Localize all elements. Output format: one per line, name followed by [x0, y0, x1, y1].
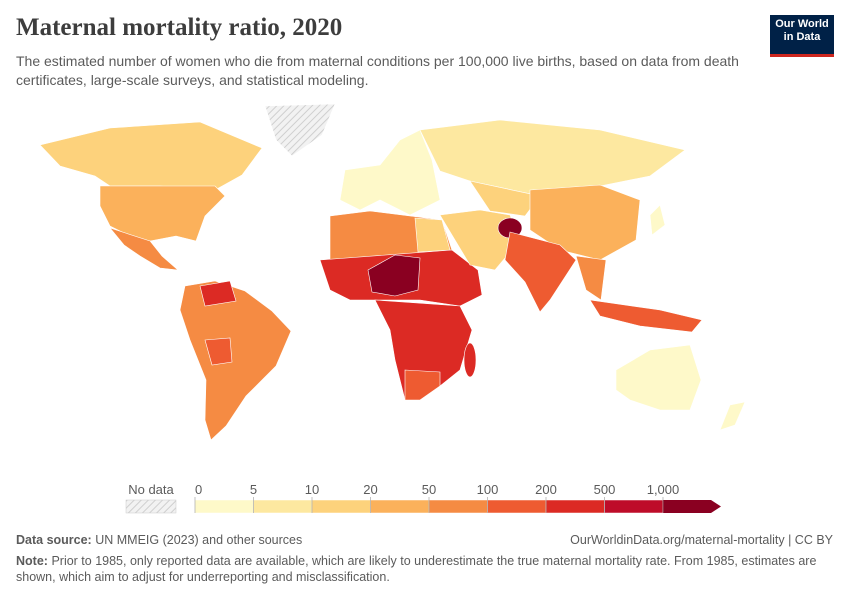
legend-swatch — [194, 499, 254, 514]
chad-niger[interactable] — [367, 254, 421, 297]
legend-swatch — [487, 499, 547, 514]
legend-swatch — [370, 499, 430, 514]
legend-tick-label: 20 — [363, 482, 377, 497]
url[interactable]: OurWorldinData.org/maternal-mortality | … — [570, 533, 833, 547]
legend-tick-label: 10 — [305, 482, 319, 497]
legend-tick-label: 100 — [477, 482, 499, 497]
legend-tick-label: 1,000 — [647, 482, 680, 497]
legend-swatch — [663, 500, 721, 513]
legend-tick-label: 0 — [195, 482, 202, 497]
new-zealand[interactable] — [719, 401, 746, 431]
note-text: Prior to 1985, only reported data are av… — [16, 554, 817, 584]
canada[interactable] — [39, 121, 263, 191]
source: Data source: UN MMEIG (2023) and other s… — [16, 532, 302, 548]
logo-line: in Data — [783, 31, 821, 43]
legend-swatch — [311, 499, 371, 514]
russia[interactable] — [419, 119, 686, 197]
bolivia[interactable] — [204, 337, 233, 366]
central-asia[interactable] — [469, 180, 541, 217]
south-america[interactable] — [179, 280, 292, 441]
logo[interactable]: Our World in Data — [770, 15, 834, 57]
legend-tick-label: 500 — [594, 482, 616, 497]
logo-line: Our World — [775, 18, 829, 30]
note-label: Note: — [16, 554, 48, 568]
south-africa[interactable] — [404, 369, 441, 401]
indonesia[interactable] — [589, 299, 703, 333]
title: Maternal mortality ratio, 2020 — [16, 14, 343, 41]
no-data-label: No data — [128, 482, 174, 497]
legend-tick-label: 5 — [250, 482, 257, 497]
note: Note: Prior to 1985, only reported data … — [16, 553, 836, 585]
madagascar[interactable] — [463, 342, 477, 378]
australia[interactable] — [615, 344, 702, 411]
legend-swatch — [253, 499, 313, 514]
usa[interactable] — [99, 185, 226, 242]
source-text: UN MMEIG (2023) and other sources — [95, 533, 303, 547]
world-map — [39, 103, 746, 441]
no-data-swatch — [125, 499, 177, 514]
source-label: Data source: — [16, 533, 92, 547]
mexico[interactable] — [109, 227, 179, 271]
china[interactable] — [529, 184, 641, 261]
legend-swatch — [604, 499, 664, 514]
legend-swatch — [428, 499, 488, 514]
venezuela[interactable] — [199, 280, 237, 307]
legend-tick-label: 50 — [422, 482, 436, 497]
subtitle: The estimated number of women who die fr… — [16, 53, 739, 88]
countries — [39, 103, 746, 441]
legend-swatch — [545, 499, 605, 514]
southeast-asia[interactable] — [575, 255, 607, 301]
india[interactable] — [504, 231, 577, 313]
legend: No data 0 5 10 20 50 100 200 500 1,000 — [125, 482, 721, 514]
greenland[interactable] — [264, 103, 336, 157]
legend-tick-label: 200 — [535, 482, 557, 497]
japan[interactable] — [649, 204, 666, 236]
europe[interactable] — [339, 129, 441, 216]
